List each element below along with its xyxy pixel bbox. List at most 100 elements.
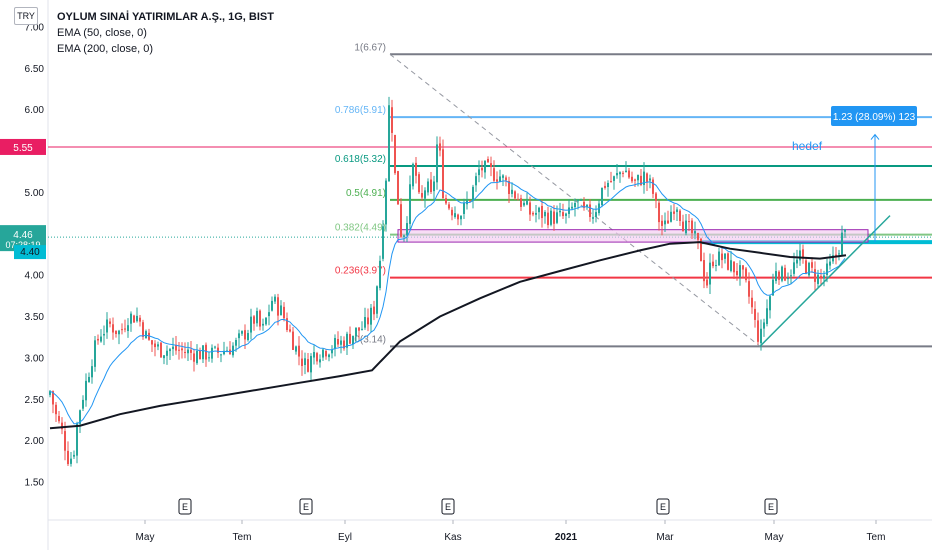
earnings-marker: [764, 498, 778, 515]
candle-body: [685, 220, 687, 234]
currency-badge: TRY: [14, 7, 38, 25]
candle-body: [517, 199, 519, 201]
candle-body: [187, 349, 189, 354]
symbol-title: OYLUM SINAİ YATIRIMLAR A.Ş., 1G, BIST: [57, 11, 274, 23]
candle-body: [70, 458, 72, 464]
candle-body: [490, 163, 492, 167]
candle-body: [604, 185, 606, 188]
candle-body: [52, 391, 54, 405]
candle-body: [508, 181, 510, 194]
candle-body: [199, 350, 201, 360]
candle-body: [202, 345, 204, 360]
candle-body: [532, 212, 534, 215]
candle-body: [607, 182, 609, 187]
candle-body: [415, 162, 417, 176]
candle-body: [346, 333, 348, 348]
candle-body: [619, 172, 621, 175]
candle-body: [742, 265, 744, 270]
fib-label: 0(3.14): [354, 334, 386, 345]
candle-body: [91, 366, 93, 378]
candle-body: [115, 330, 117, 335]
fib-label: 0.786(5.91): [335, 105, 386, 116]
candle-body: [166, 350, 168, 356]
candle-body: [88, 376, 90, 382]
candle-body: [235, 339, 237, 346]
candle-body: [595, 212, 597, 217]
candle-body: [313, 352, 315, 358]
fib-label: 1(6.67): [354, 42, 386, 53]
candle-body: [634, 179, 636, 181]
candle-body: [691, 220, 693, 234]
candle-body: [367, 317, 369, 325]
candle-body: [112, 324, 114, 333]
candle-body: [457, 214, 459, 220]
candle-body: [556, 212, 558, 223]
target-arrow-head: [870, 133, 880, 140]
candle-body: [319, 359, 321, 363]
candle-body: [214, 346, 216, 348]
candle-body: [340, 340, 342, 345]
candle-body: [616, 173, 618, 176]
candle-body: [643, 171, 645, 186]
y-tick-label: 6.50: [25, 64, 45, 75]
candle-body: [316, 353, 318, 362]
candle-body: [640, 175, 642, 185]
candle-body: [484, 160, 486, 173]
candle-body: [739, 265, 741, 277]
candle-body: [493, 168, 495, 181]
candle-body: [196, 350, 198, 364]
candle-body: [499, 176, 501, 182]
candle-body: [751, 297, 753, 308]
x-tick-label: Eyl: [338, 532, 352, 543]
candle-body: [790, 275, 792, 277]
candle-body: [799, 250, 801, 261]
candle-body: [133, 315, 135, 323]
candle-body: [544, 211, 546, 217]
candle-body: [355, 327, 357, 337]
candle-body: [661, 220, 663, 226]
candle-body: [733, 261, 735, 273]
candle-body: [580, 199, 582, 201]
candle-body: [487, 158, 489, 163]
resistance-badge-label: 5.55: [13, 143, 33, 154]
candle-body: [361, 328, 363, 330]
candle-body: [220, 354, 222, 356]
candle-body: [454, 213, 456, 218]
candle-body: [754, 308, 756, 320]
candle-body: [808, 262, 810, 276]
candle-body: [769, 296, 771, 311]
candle-body: [475, 176, 477, 186]
candle-body: [247, 333, 249, 341]
y-tick-label: 3.00: [25, 353, 45, 364]
candle-body: [817, 274, 819, 284]
candle-body: [655, 193, 657, 201]
candle-body: [535, 212, 537, 215]
candle-body: [436, 144, 438, 183]
candle-body: [841, 232, 843, 255]
y-tick-label: 6.00: [25, 105, 45, 116]
candle-body: [343, 340, 345, 349]
candle-body: [253, 316, 255, 324]
candle-body: [388, 105, 390, 182]
candle-body: [439, 143, 441, 151]
candle-body: [538, 207, 540, 213]
resistance-badge: [0, 138, 46, 155]
candle-body: [163, 355, 165, 359]
candle-body: [526, 200, 528, 205]
candle-body: [787, 277, 789, 280]
candle-body: [193, 353, 195, 362]
candle-body: [223, 350, 225, 355]
candle-body: [208, 357, 210, 359]
candle-body: [427, 181, 429, 193]
ema200-legend: EMA (200, close, 0): [57, 43, 153, 55]
candle-body: [382, 226, 384, 259]
earnings-marker-label: E: [303, 502, 309, 512]
candle-body: [448, 204, 450, 209]
candle-body: [676, 209, 678, 212]
candle-body: [772, 279, 774, 296]
candle-body: [241, 331, 243, 334]
candle-body: [76, 423, 78, 456]
candle-body: [571, 206, 573, 209]
candle-body: [364, 317, 366, 328]
